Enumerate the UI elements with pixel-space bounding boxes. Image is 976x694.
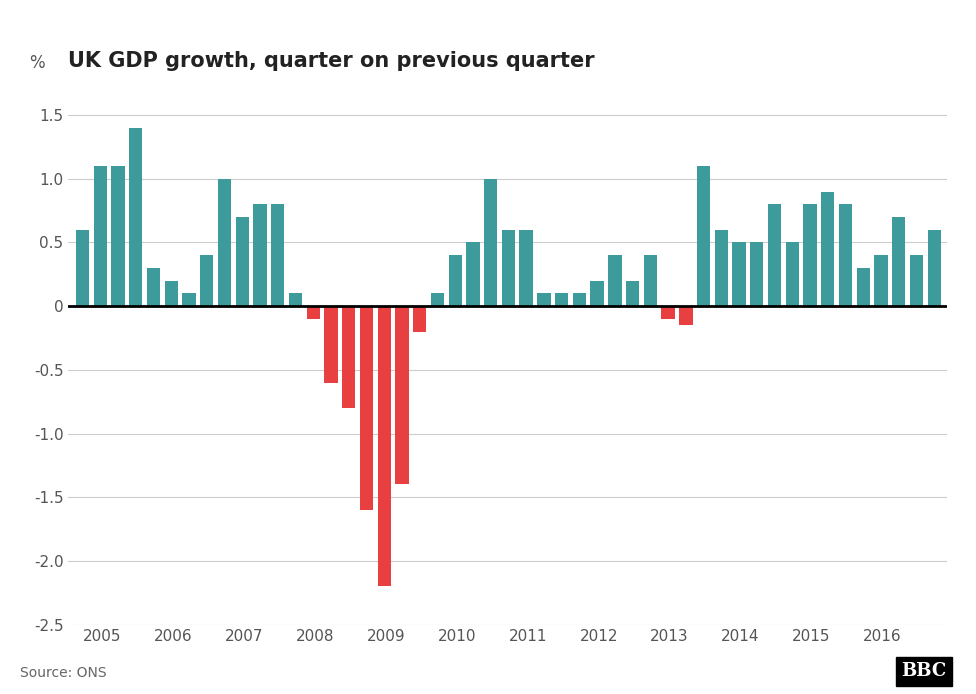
Bar bbox=[751, 242, 763, 306]
Bar bbox=[608, 255, 622, 306]
Bar bbox=[697, 166, 711, 306]
Bar bbox=[573, 294, 586, 306]
Bar bbox=[467, 242, 479, 306]
Bar bbox=[378, 306, 390, 586]
Bar bbox=[76, 230, 89, 306]
Bar bbox=[360, 306, 373, 510]
Bar bbox=[218, 179, 231, 306]
Bar bbox=[786, 242, 799, 306]
Bar bbox=[395, 306, 409, 484]
Bar bbox=[892, 217, 906, 306]
Bar bbox=[200, 255, 214, 306]
Bar bbox=[111, 166, 125, 306]
Bar bbox=[271, 204, 284, 306]
Bar bbox=[626, 280, 639, 306]
Bar bbox=[502, 230, 515, 306]
Bar bbox=[644, 255, 657, 306]
Bar bbox=[449, 255, 462, 306]
Bar bbox=[519, 230, 533, 306]
Bar bbox=[484, 179, 498, 306]
Bar bbox=[679, 306, 693, 325]
Bar bbox=[839, 204, 852, 306]
Bar bbox=[342, 306, 355, 408]
Bar bbox=[662, 306, 674, 319]
Text: Source: ONS: Source: ONS bbox=[20, 666, 106, 680]
Bar bbox=[413, 306, 427, 332]
Bar bbox=[129, 128, 142, 306]
Bar bbox=[555, 294, 568, 306]
Text: UK GDP growth, quarter on previous quarter: UK GDP growth, quarter on previous quart… bbox=[68, 51, 595, 71]
Bar bbox=[537, 294, 550, 306]
Bar bbox=[94, 166, 107, 306]
Bar bbox=[289, 294, 303, 306]
Bar bbox=[183, 294, 195, 306]
Bar bbox=[235, 217, 249, 306]
Bar bbox=[430, 294, 444, 306]
Text: BBC: BBC bbox=[902, 662, 947, 680]
Bar bbox=[803, 204, 817, 306]
Bar bbox=[857, 268, 870, 306]
Bar bbox=[254, 204, 266, 306]
Bar bbox=[874, 255, 888, 306]
Bar bbox=[324, 306, 338, 382]
Bar bbox=[306, 306, 320, 319]
Bar bbox=[821, 192, 834, 306]
Bar bbox=[146, 268, 160, 306]
Text: %: % bbox=[29, 54, 45, 72]
Bar bbox=[590, 280, 604, 306]
Bar bbox=[927, 230, 941, 306]
Bar bbox=[714, 230, 728, 306]
Bar bbox=[732, 242, 746, 306]
Bar bbox=[165, 280, 178, 306]
Bar bbox=[768, 204, 781, 306]
Bar bbox=[910, 255, 923, 306]
